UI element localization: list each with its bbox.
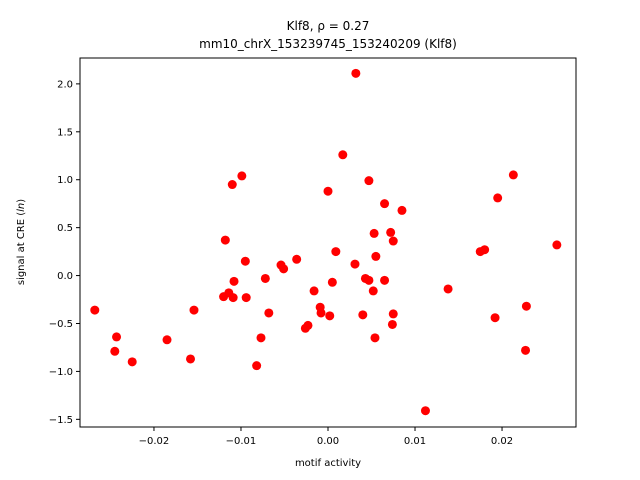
- data-point: [110, 346, 120, 356]
- data-point: [241, 293, 251, 303]
- x-axis-label: motif activity: [295, 458, 361, 469]
- x-tick-label: 0.00: [317, 436, 339, 447]
- y-tick-label: 2.0: [57, 79, 73, 90]
- data-point: [325, 311, 335, 321]
- data-point: [316, 308, 326, 318]
- data-point: [338, 150, 348, 160]
- data-point: [358, 310, 368, 320]
- data-point: [323, 186, 333, 196]
- data-point: [127, 357, 137, 367]
- data-point: [186, 354, 196, 364]
- data-point: [227, 180, 237, 190]
- plot-area-frame: [79, 57, 577, 428]
- y-tick-label: 0.0: [57, 271, 73, 282]
- data-point: [189, 305, 199, 315]
- data-point: [387, 319, 397, 329]
- data-point: [371, 251, 381, 261]
- data-point: [380, 199, 390, 209]
- data-point: [237, 171, 247, 181]
- data-point: [364, 275, 374, 285]
- data-point: [508, 170, 518, 180]
- data-point: [351, 68, 361, 78]
- data-point: [493, 193, 503, 203]
- x-tick-label: 0.02: [491, 436, 513, 447]
- data-point: [369, 228, 379, 238]
- y-axis-ticks: −1.5 −1.0 −0.5 0.0 0.5 1.0 1.5 2.0: [49, 79, 80, 426]
- data-point: [331, 247, 341, 257]
- data-point: [220, 235, 230, 245]
- data-point: [480, 245, 490, 255]
- data-point: [256, 333, 266, 343]
- y-tick-label: −1.0: [49, 367, 73, 378]
- data-point: [521, 345, 531, 355]
- y-tick-label: −1.5: [49, 415, 73, 426]
- data-point: [279, 264, 289, 274]
- data-point: [327, 277, 337, 287]
- x-tick-label: −0.01: [226, 436, 257, 447]
- data-point: [443, 284, 453, 294]
- data-point: [521, 301, 531, 311]
- data-points: [90, 68, 562, 416]
- data-point: [370, 333, 380, 343]
- y-tick-label: −0.5: [49, 319, 73, 330]
- y-tick-label: 1.0: [57, 175, 73, 186]
- data-point: [397, 205, 407, 215]
- chart-title-rho: ρ = 0.27: [317, 19, 369, 33]
- data-point: [229, 276, 239, 286]
- data-point: [380, 275, 390, 285]
- y-tick-label: 0.5: [57, 223, 73, 234]
- data-point: [292, 254, 302, 264]
- y-axis-label: signal at CRE (ln): [16, 199, 27, 285]
- x-tick-label: −0.02: [139, 436, 170, 447]
- data-point: [303, 320, 313, 330]
- data-point: [350, 259, 360, 269]
- data-point: [309, 286, 319, 296]
- chart-title-prefix: Klf8,: [287, 19, 318, 33]
- data-point: [420, 406, 430, 416]
- data-point: [368, 286, 378, 296]
- data-point: [490, 313, 500, 323]
- x-axis-ticks: −0.02 −0.01 0.00 0.01 0.02: [139, 427, 513, 447]
- data-point: [364, 176, 374, 186]
- data-point: [388, 309, 398, 319]
- data-point: [388, 236, 398, 246]
- data-point: [386, 227, 396, 237]
- data-point: [552, 240, 562, 250]
- data-point: [240, 256, 250, 266]
- x-tick-label: 0.01: [404, 436, 426, 447]
- data-point: [264, 308, 274, 318]
- data-point: [112, 332, 122, 342]
- y-tick-label: 1.5: [57, 127, 73, 138]
- chart-title: Klf8, ρ = 0.27: [287, 19, 370, 33]
- data-point: [260, 273, 270, 283]
- data-point: [228, 293, 238, 303]
- data-point: [252, 361, 262, 371]
- data-point: [162, 335, 172, 345]
- chart-subtitle: mm10_chrX_153239745_153240209 (Klf8): [199, 37, 457, 51]
- data-point: [90, 305, 100, 315]
